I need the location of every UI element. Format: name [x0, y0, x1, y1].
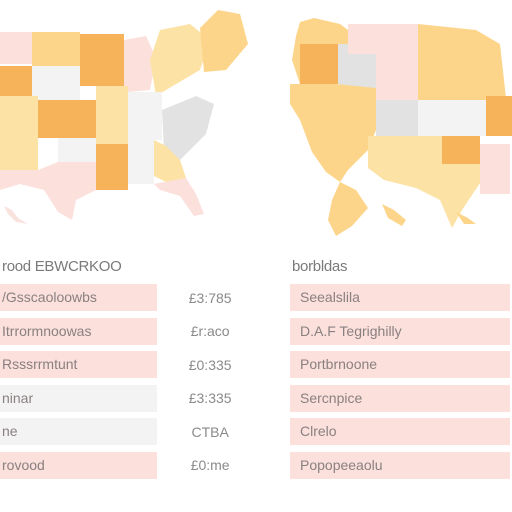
row-value: £3:785 — [188, 289, 232, 306]
row-name: Rsssrrmtunt — [0, 351, 158, 378]
region — [38, 100, 96, 138]
region — [0, 96, 38, 170]
region — [376, 54, 418, 100]
row-name: Sercnpice — [290, 384, 510, 412]
table-row: Sercnpice — [290, 384, 512, 412]
row-name: Portbrnoone — [290, 351, 510, 378]
region — [300, 44, 338, 84]
region — [328, 182, 368, 236]
region — [128, 92, 162, 140]
row-name: Itrrormnoowas — [0, 317, 158, 345]
row-name: /Gsscaoloowbs — [0, 284, 158, 311]
row-name: D.A.F Tegrighilly — [290, 317, 510, 345]
region — [0, 162, 96, 220]
region — [96, 86, 128, 144]
row-value: £r:aco — [190, 323, 230, 339]
region — [150, 24, 210, 96]
region — [486, 96, 512, 136]
region — [162, 96, 214, 160]
left-table-header: rood EBWCRKOO — [2, 258, 122, 275]
region — [154, 140, 186, 184]
table-row: ninar £3:335 — [0, 384, 245, 412]
map-left-regions — [0, 10, 248, 224]
region — [128, 140, 154, 184]
region — [348, 24, 418, 54]
left-data-table: rood EBWCRKOO /Gsscaoloowbs £3:785 Itrro… — [0, 256, 245, 485]
region — [124, 36, 156, 92]
row-value: £0:335 — [188, 356, 232, 373]
table-row: ne CTBA — [0, 418, 245, 445]
table-row: Popopeeaolu — [290, 451, 512, 479]
usa-choropleth-map-right — [290, 18, 512, 236]
table-row: Seealslila — [290, 284, 512, 311]
table-row: /Gsscaoloowbs £3:785 — [0, 284, 245, 311]
region — [154, 178, 204, 216]
table-row: Portbrnoone — [290, 351, 512, 378]
table-row: Clrelo — [290, 418, 512, 445]
table-row: Itrrormnoowas £r:aco — [0, 317, 245, 345]
row-name: Popopeeaolu — [290, 451, 510, 479]
row-name: ne — [0, 418, 158, 445]
region — [418, 100, 486, 136]
right-table-header: borbldas — [292, 258, 348, 275]
region — [32, 66, 80, 100]
row-value: CTBA — [191, 423, 229, 440]
map-right — [256, 0, 512, 250]
row-value: £3:335 — [188, 390, 232, 406]
table-row: D.A.F Tegrighilly — [290, 317, 512, 345]
row-name: Clrelo — [290, 418, 510, 445]
region — [0, 66, 32, 96]
region — [480, 144, 510, 194]
table-row: rovood £0:me — [0, 451, 245, 479]
region — [290, 84, 376, 182]
region — [58, 138, 96, 162]
table-row: Rsssrrmtunt £0:335 — [0, 351, 245, 378]
region — [200, 10, 248, 72]
region — [0, 32, 32, 64]
region — [456, 212, 476, 224]
row-name: Seealslila — [290, 284, 510, 311]
region — [382, 204, 406, 226]
region — [80, 34, 124, 86]
region — [4, 206, 28, 224]
row-name: ninar — [0, 384, 158, 412]
region — [96, 144, 128, 190]
region — [442, 136, 480, 164]
row-name: rovood — [0, 451, 158, 479]
row-value: £0:me — [190, 457, 230, 473]
map-left — [0, 0, 256, 250]
usa-choropleth-map-left — [0, 10, 248, 224]
map-right-regions — [290, 18, 512, 236]
right-data-table: borbldas Seealslila D.A.F Tegrighilly Po… — [290, 256, 512, 485]
region — [32, 32, 80, 66]
region — [418, 24, 506, 110]
region — [376, 100, 418, 136]
